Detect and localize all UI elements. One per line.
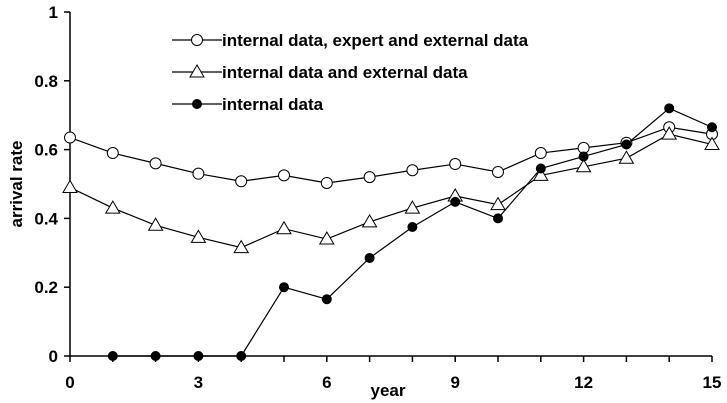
legend-item: internal data, expert and external data [172,31,529,50]
x-tick-label: 12 [574,373,593,392]
data-point [150,158,161,169]
legend-label: internal data and external data [222,63,468,82]
x-tick-label: 0 [65,373,74,392]
data-point [622,140,631,149]
data-point [364,172,375,183]
y-tick-label: 0.8 [34,72,58,91]
y-tick-label: 0.4 [34,209,58,228]
data-point [665,104,674,113]
y-axis-title: arrival rate [7,141,26,228]
data-point [494,214,503,223]
x-tick-label: 3 [194,373,203,392]
y-tick-label: 1 [49,3,58,22]
x-tick-label: 6 [322,373,331,392]
data-point [535,148,546,159]
x-tick-label: 9 [450,373,459,392]
series-layer [63,104,719,361]
data-point [193,168,204,179]
data-point [280,283,289,292]
data-point [408,223,417,232]
series-open-circle [65,122,718,189]
data-point [321,177,332,188]
legend-item: internal data [172,95,324,114]
data-point [194,352,203,361]
data-point [708,123,717,132]
data-point [63,180,77,192]
tick-labels: 0 0.2 0.4 0.6 0.8 1 0 3 6 9 12 15 [34,3,721,392]
x-axis-title: year [371,381,406,400]
data-point [407,165,418,176]
y-tick-label: 0.6 [34,141,58,160]
data-point [277,222,291,234]
legend-item: internal data and external data [172,63,468,82]
legend-label: internal data, expert and external data [222,31,529,50]
y-tick-label: 0 [49,347,58,366]
data-point [322,295,331,304]
data-point [236,176,247,187]
data-point [579,152,588,161]
data-point [149,218,163,230]
data-point [451,197,460,206]
data-point [237,352,246,361]
y-tick-label: 0.2 [34,278,58,297]
legend-marker [192,35,203,46]
data-point [65,132,76,143]
legend-label: internal data [222,95,324,114]
data-point [151,352,160,361]
data-point [106,201,120,213]
data-point [365,253,374,262]
data-point [536,164,545,173]
data-point [279,170,290,181]
legend-marker [190,65,204,77]
data-point [108,352,117,361]
data-point [107,148,118,159]
series-line [70,127,712,183]
data-point [450,159,461,170]
x-tick-label: 15 [703,373,722,392]
legend-marker [193,100,202,109]
data-point [619,151,633,163]
data-point [493,166,504,177]
legend: internal data, expert and external data i… [172,31,529,114]
series-line [70,134,712,248]
